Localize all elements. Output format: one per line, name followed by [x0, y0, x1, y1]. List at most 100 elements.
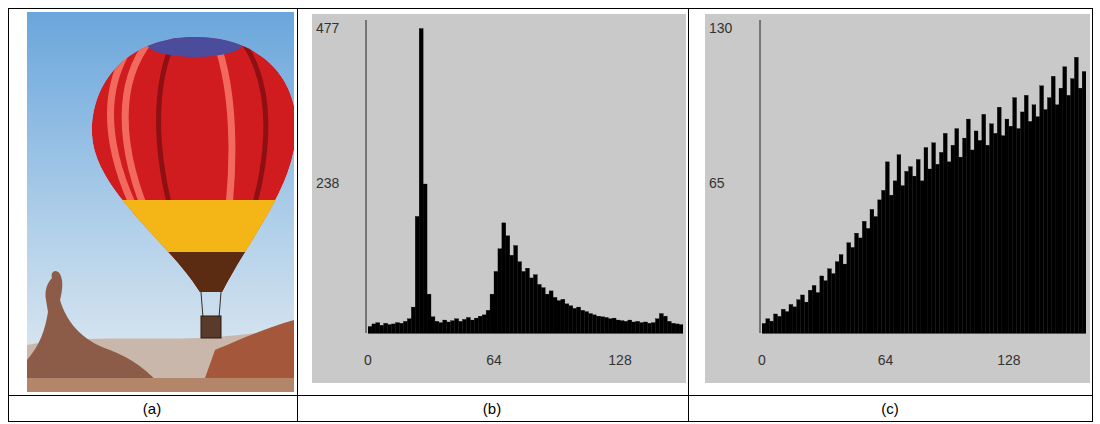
histogram-bar: [762, 323, 766, 333]
histogram-bar: [797, 300, 801, 333]
histogram-bar: [870, 209, 874, 333]
bars: [762, 57, 1086, 333]
histogram-bar: [862, 221, 866, 333]
histogram-bar: [384, 323, 388, 333]
histogram-bar: [427, 294, 431, 333]
y-tick-label: 238: [316, 175, 340, 191]
histogram-bar: [928, 169, 932, 333]
histogram-bar: [663, 316, 667, 333]
histogram-bar: [490, 294, 494, 333]
histogram-bar: [439, 323, 443, 333]
histogram-bar: [963, 138, 967, 333]
x-axis-line: [762, 333, 1086, 334]
histogram-bar: [897, 155, 901, 333]
x-tick-label: 64: [486, 352, 502, 368]
histogram-bar: [993, 133, 997, 333]
histogram-bar: [1051, 76, 1055, 333]
histogram-bar: [451, 321, 455, 333]
histogram-bar: [1082, 72, 1086, 333]
figure: (a)(b)(c)23847706412865130064128: [0, 0, 1100, 424]
histogram-bar: [652, 323, 656, 333]
histogram-bar: [589, 314, 593, 333]
histogram-bar: [510, 255, 514, 333]
histogram-bar: [474, 318, 478, 333]
histogram-bar: [1059, 88, 1063, 333]
histogram-bar: [502, 223, 506, 333]
table-frame: [9, 9, 1093, 422]
ground: [27, 378, 294, 392]
histogram-bar: [415, 216, 419, 333]
histogram-bar: [403, 321, 407, 333]
histogram-bar: [959, 157, 963, 333]
histogram-bar: [866, 228, 870, 333]
histogram-bar: [1071, 79, 1075, 333]
histogram-bar: [486, 310, 490, 333]
histogram-bar: [545, 294, 549, 333]
histogram-bar: [774, 314, 778, 333]
histogram-bar: [982, 114, 986, 333]
histogram-bar: [905, 171, 909, 333]
histogram-bar: [537, 284, 541, 333]
histogram-bar: [388, 325, 392, 333]
histogram-bar: [533, 275, 537, 333]
y-tick-label: 130: [709, 20, 733, 36]
histogram-bar: [974, 131, 978, 333]
histogram-bar: [1020, 112, 1024, 333]
histogram-bar: [671, 323, 675, 333]
histogram-bar: [557, 301, 561, 333]
histogram-bar: [1013, 98, 1017, 333]
histogram-bar: [573, 308, 577, 333]
histogram-bar: [936, 164, 940, 333]
histogram-bar: [514, 246, 518, 333]
histogram-bar: [624, 321, 628, 333]
histogram-bar: [411, 307, 415, 333]
balloon: [80, 31, 294, 297]
histogram-bar: [812, 285, 816, 333]
histogram-bar: [808, 290, 812, 333]
histogram-bar: [835, 262, 839, 333]
histogram-bar: [986, 145, 990, 333]
histogram-bar: [435, 321, 439, 333]
histogram-bar: [843, 264, 847, 333]
histogram-bar: [644, 322, 648, 333]
histogram-bar: [947, 162, 951, 333]
histogram-bar: [431, 317, 435, 333]
histogram-bar: [396, 323, 400, 333]
histogram-bar: [667, 321, 671, 333]
histogram-bar: [1009, 126, 1013, 333]
histogram-bar: [549, 291, 553, 333]
histogram-bar: [604, 317, 608, 333]
histogram-bar: [1063, 67, 1067, 333]
histogram-bar: [885, 162, 889, 333]
histogram-bar: [585, 312, 589, 333]
histogram-bar: [828, 269, 832, 333]
histogram-panel: 238477064128: [312, 14, 686, 383]
photo-content: [27, 12, 294, 392]
histogram-bar: [1028, 121, 1032, 333]
histogram-bar: [518, 262, 522, 333]
histogram-bar: [1067, 95, 1071, 333]
histogram-bar: [889, 195, 893, 333]
histogram-bar: [506, 236, 510, 333]
histogram-bar: [1047, 98, 1051, 333]
histogram-bar: [612, 318, 616, 333]
histogram-bar: [789, 304, 793, 333]
histogram-bar: [932, 143, 936, 333]
histogram-bar: [541, 288, 545, 333]
column-divider: [688, 9, 689, 422]
histogram-bar: [675, 324, 679, 333]
histogram-bar: [970, 150, 974, 333]
histogram-bar: [407, 319, 411, 333]
histogram-bar: [569, 306, 573, 333]
histogram-bar: [785, 312, 789, 333]
histogram-bar: [912, 176, 916, 333]
histogram-bar: [1055, 105, 1059, 333]
plot-background: [705, 14, 1090, 383]
histogram-bar: [851, 247, 855, 333]
histogram-bar: [679, 325, 683, 333]
x-tick-label: 0: [758, 352, 766, 368]
histogram-bar: [616, 320, 620, 333]
histogram-bar: [997, 107, 1001, 333]
histogram-bar: [990, 124, 994, 333]
histogram-bar: [561, 299, 565, 333]
